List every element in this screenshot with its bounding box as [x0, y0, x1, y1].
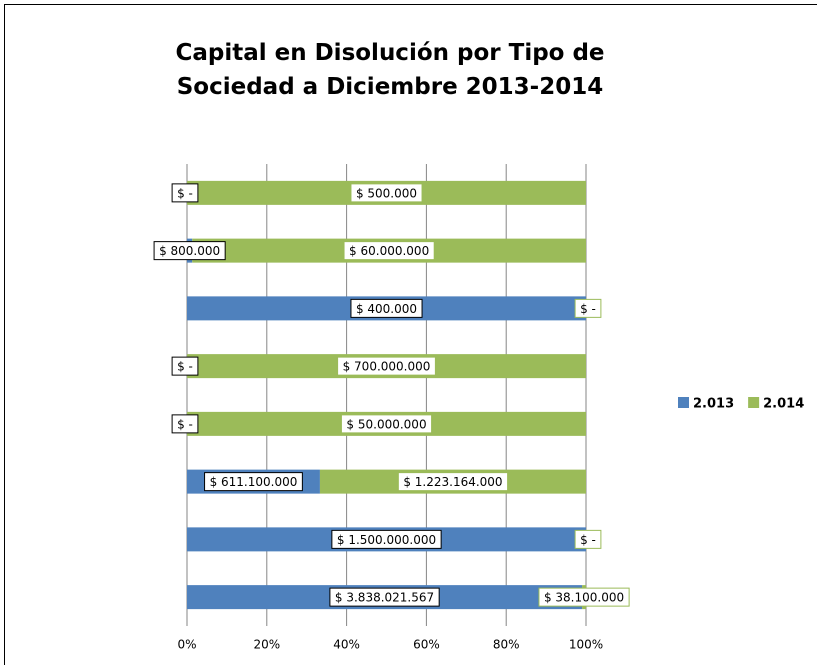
data-label: $ 50.000.000	[346, 417, 426, 431]
x-tick-label: 20%	[253, 638, 280, 652]
legend-swatch	[748, 397, 760, 408]
x-tick-label: 60%	[413, 638, 440, 652]
x-tick-label: 40%	[333, 638, 360, 652]
data-label: $ 60.000.000	[349, 244, 429, 258]
data-label: $ 400.000	[356, 302, 417, 316]
legend-label: 2.014	[763, 397, 804, 412]
data-label-box	[350, 298, 423, 318]
data-label: $ -	[177, 360, 193, 374]
chart-title: Capital en Disolución por Tipo de Socied…	[175, 40, 605, 100]
x-tick-label: 100%	[569, 638, 603, 652]
data-label: $ -	[177, 417, 193, 431]
data-label: $ 38.100.000	[544, 591, 624, 605]
data-label: $ 700.000.000	[343, 360, 431, 374]
data-label-box	[340, 414, 433, 434]
data-label: $ 611.100.000	[210, 475, 298, 489]
data-label: $ -	[580, 302, 596, 316]
data-label-box	[574, 298, 602, 318]
data-label-box	[397, 472, 509, 492]
legend-label: 2.013	[693, 397, 734, 412]
data-label: $ 1.223.164.000	[403, 475, 502, 489]
data-label-box	[331, 529, 442, 549]
chart-border	[4, 4, 817, 665]
data-label-box	[337, 356, 436, 376]
data-label-box	[350, 183, 423, 203]
x-tick-label: 80%	[493, 638, 520, 652]
data-label: $ 1.500.000.000	[337, 533, 436, 547]
legend-swatch	[678, 397, 689, 408]
data-label-box	[538, 587, 630, 607]
data-label-box	[574, 529, 602, 549]
data-label: $ 500.000	[356, 186, 417, 200]
x-tick-label: 0%	[177, 638, 196, 652]
data-label-box	[204, 472, 303, 492]
data-label-box	[171, 356, 199, 376]
data-label-box	[171, 183, 199, 203]
data-label-box	[329, 587, 440, 607]
data-label: $ -	[580, 533, 596, 547]
data-label: $ -	[177, 186, 193, 200]
data-label-box	[171, 414, 199, 434]
data-label: $ 3.838.021.567	[335, 591, 434, 605]
data-label-box	[153, 241, 226, 261]
data-label-box	[343, 241, 435, 261]
data-label: $ 800.000	[159, 244, 220, 258]
